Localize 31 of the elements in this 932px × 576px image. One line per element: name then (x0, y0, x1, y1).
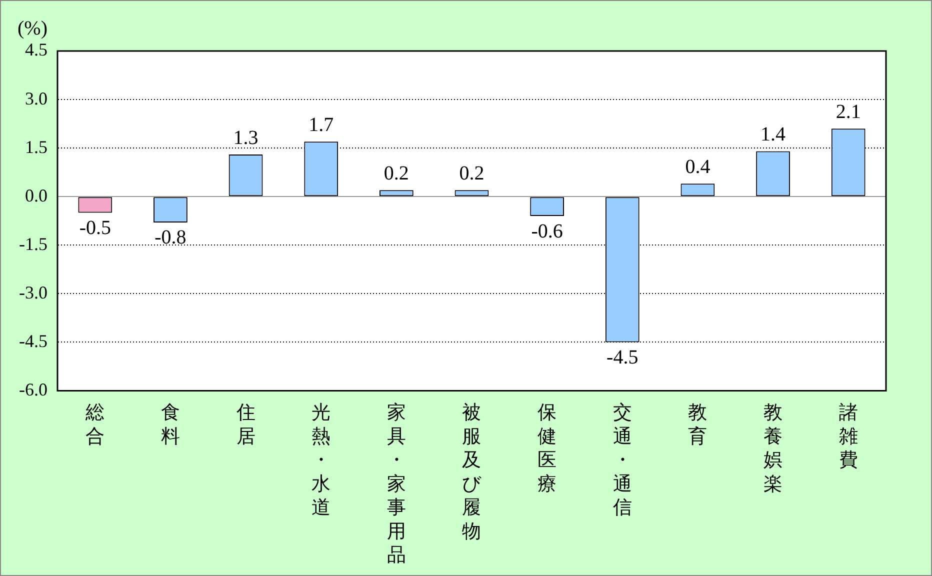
data-label: 0.2 (459, 162, 484, 184)
data-label: 0.4 (685, 156, 710, 178)
y-tick-label: 4.5 (24, 40, 48, 60)
x-tick-label: 諸雑費 (838, 402, 858, 472)
x-tick-label: 保健医療 (538, 402, 557, 495)
x-tick-label: 教養娯楽 (764, 402, 783, 495)
data-label: 1.4 (760, 124, 786, 146)
data-label: -0.8 (154, 226, 186, 249)
y-tick-label: -3.0 (18, 282, 48, 302)
data-label: -4.5 (606, 346, 638, 368)
x-tick-label: 教育 (688, 402, 708, 448)
y-tick-label: -1.5 (18, 234, 48, 254)
x-tick-label: 光熱・水道 (312, 402, 331, 519)
x-tick-label: 交通・通信 (612, 402, 632, 519)
data-label: 1.7 (308, 114, 334, 136)
y-tick-label: 3.0 (24, 88, 48, 108)
x-tick-label: 家具・家事用品 (386, 402, 406, 566)
x-tick-label: 総合 (84, 402, 105, 448)
data-label: 1.3 (233, 126, 258, 149)
x-tick-label: 被服及び履物 (462, 402, 482, 542)
data-label: 0.2 (384, 162, 409, 184)
x-tick-label: 住居 (235, 402, 256, 448)
data-label: 2.1 (836, 100, 861, 123)
y-tick-label: -4.5 (18, 330, 48, 351)
y-tick-label: -6.0 (18, 379, 48, 400)
y-tick-label: 1.5 (24, 136, 48, 157)
data-label: -0.6 (531, 220, 563, 242)
y-axis-title: (%) (18, 17, 48, 40)
y-tick-label: 0.0 (24, 185, 48, 206)
data-label: -0.5 (79, 217, 111, 240)
x-tick-label: 食料 (160, 402, 180, 448)
